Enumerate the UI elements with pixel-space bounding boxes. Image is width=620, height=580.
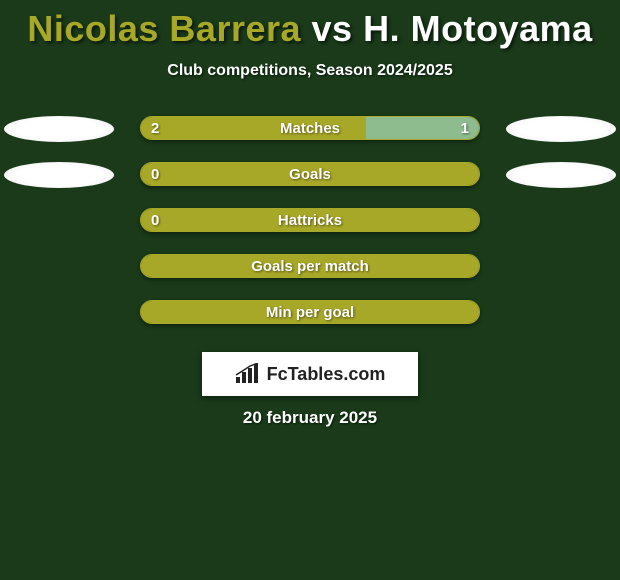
- stat-row: Min per goal: [0, 300, 620, 346]
- player1-badge-oval: [4, 116, 114, 142]
- stat-bar: 0Hattricks: [140, 208, 480, 232]
- stat-row: 0Hattricks: [0, 208, 620, 254]
- fctables-logo: FcTables.com: [202, 352, 418, 396]
- player2-badge-oval: [506, 162, 616, 188]
- stat-bar: Goals per match: [140, 254, 480, 278]
- stat-row: Goals per match: [0, 254, 620, 300]
- snapshot-date: 20 february 2025: [0, 408, 620, 428]
- bar-chart-icon: [235, 363, 261, 385]
- stat-row: 0Goals: [0, 162, 620, 208]
- player1-name: Nicolas Barrera: [27, 8, 301, 49]
- stat-label: Goals per match: [141, 255, 479, 277]
- player1-badge-oval: [4, 162, 114, 188]
- stat-label: Matches: [141, 117, 479, 139]
- stat-label: Hattricks: [141, 209, 479, 231]
- player2-name: H. Motoyama: [363, 8, 593, 49]
- stat-bar: Min per goal: [140, 300, 480, 324]
- vs-text: vs: [312, 8, 353, 49]
- logo-text: FcTables.com: [267, 364, 386, 385]
- stat-label: Min per goal: [141, 301, 479, 323]
- stat-rows: 21Matches 0Goals 0Hattricks Goals per match…: [0, 116, 620, 346]
- stat-bar: 21Matches: [140, 116, 480, 140]
- player2-badge-oval: [506, 116, 616, 142]
- stat-bar: 0Goals: [140, 162, 480, 186]
- stat-row: 21Matches: [0, 116, 620, 162]
- stat-label: Goals: [141, 163, 479, 185]
- comparison-title: Nicolas Barrera vs H. Motoyama: [0, 0, 620, 50]
- subtitle: Club competitions, Season 2024/2025: [0, 62, 620, 80]
